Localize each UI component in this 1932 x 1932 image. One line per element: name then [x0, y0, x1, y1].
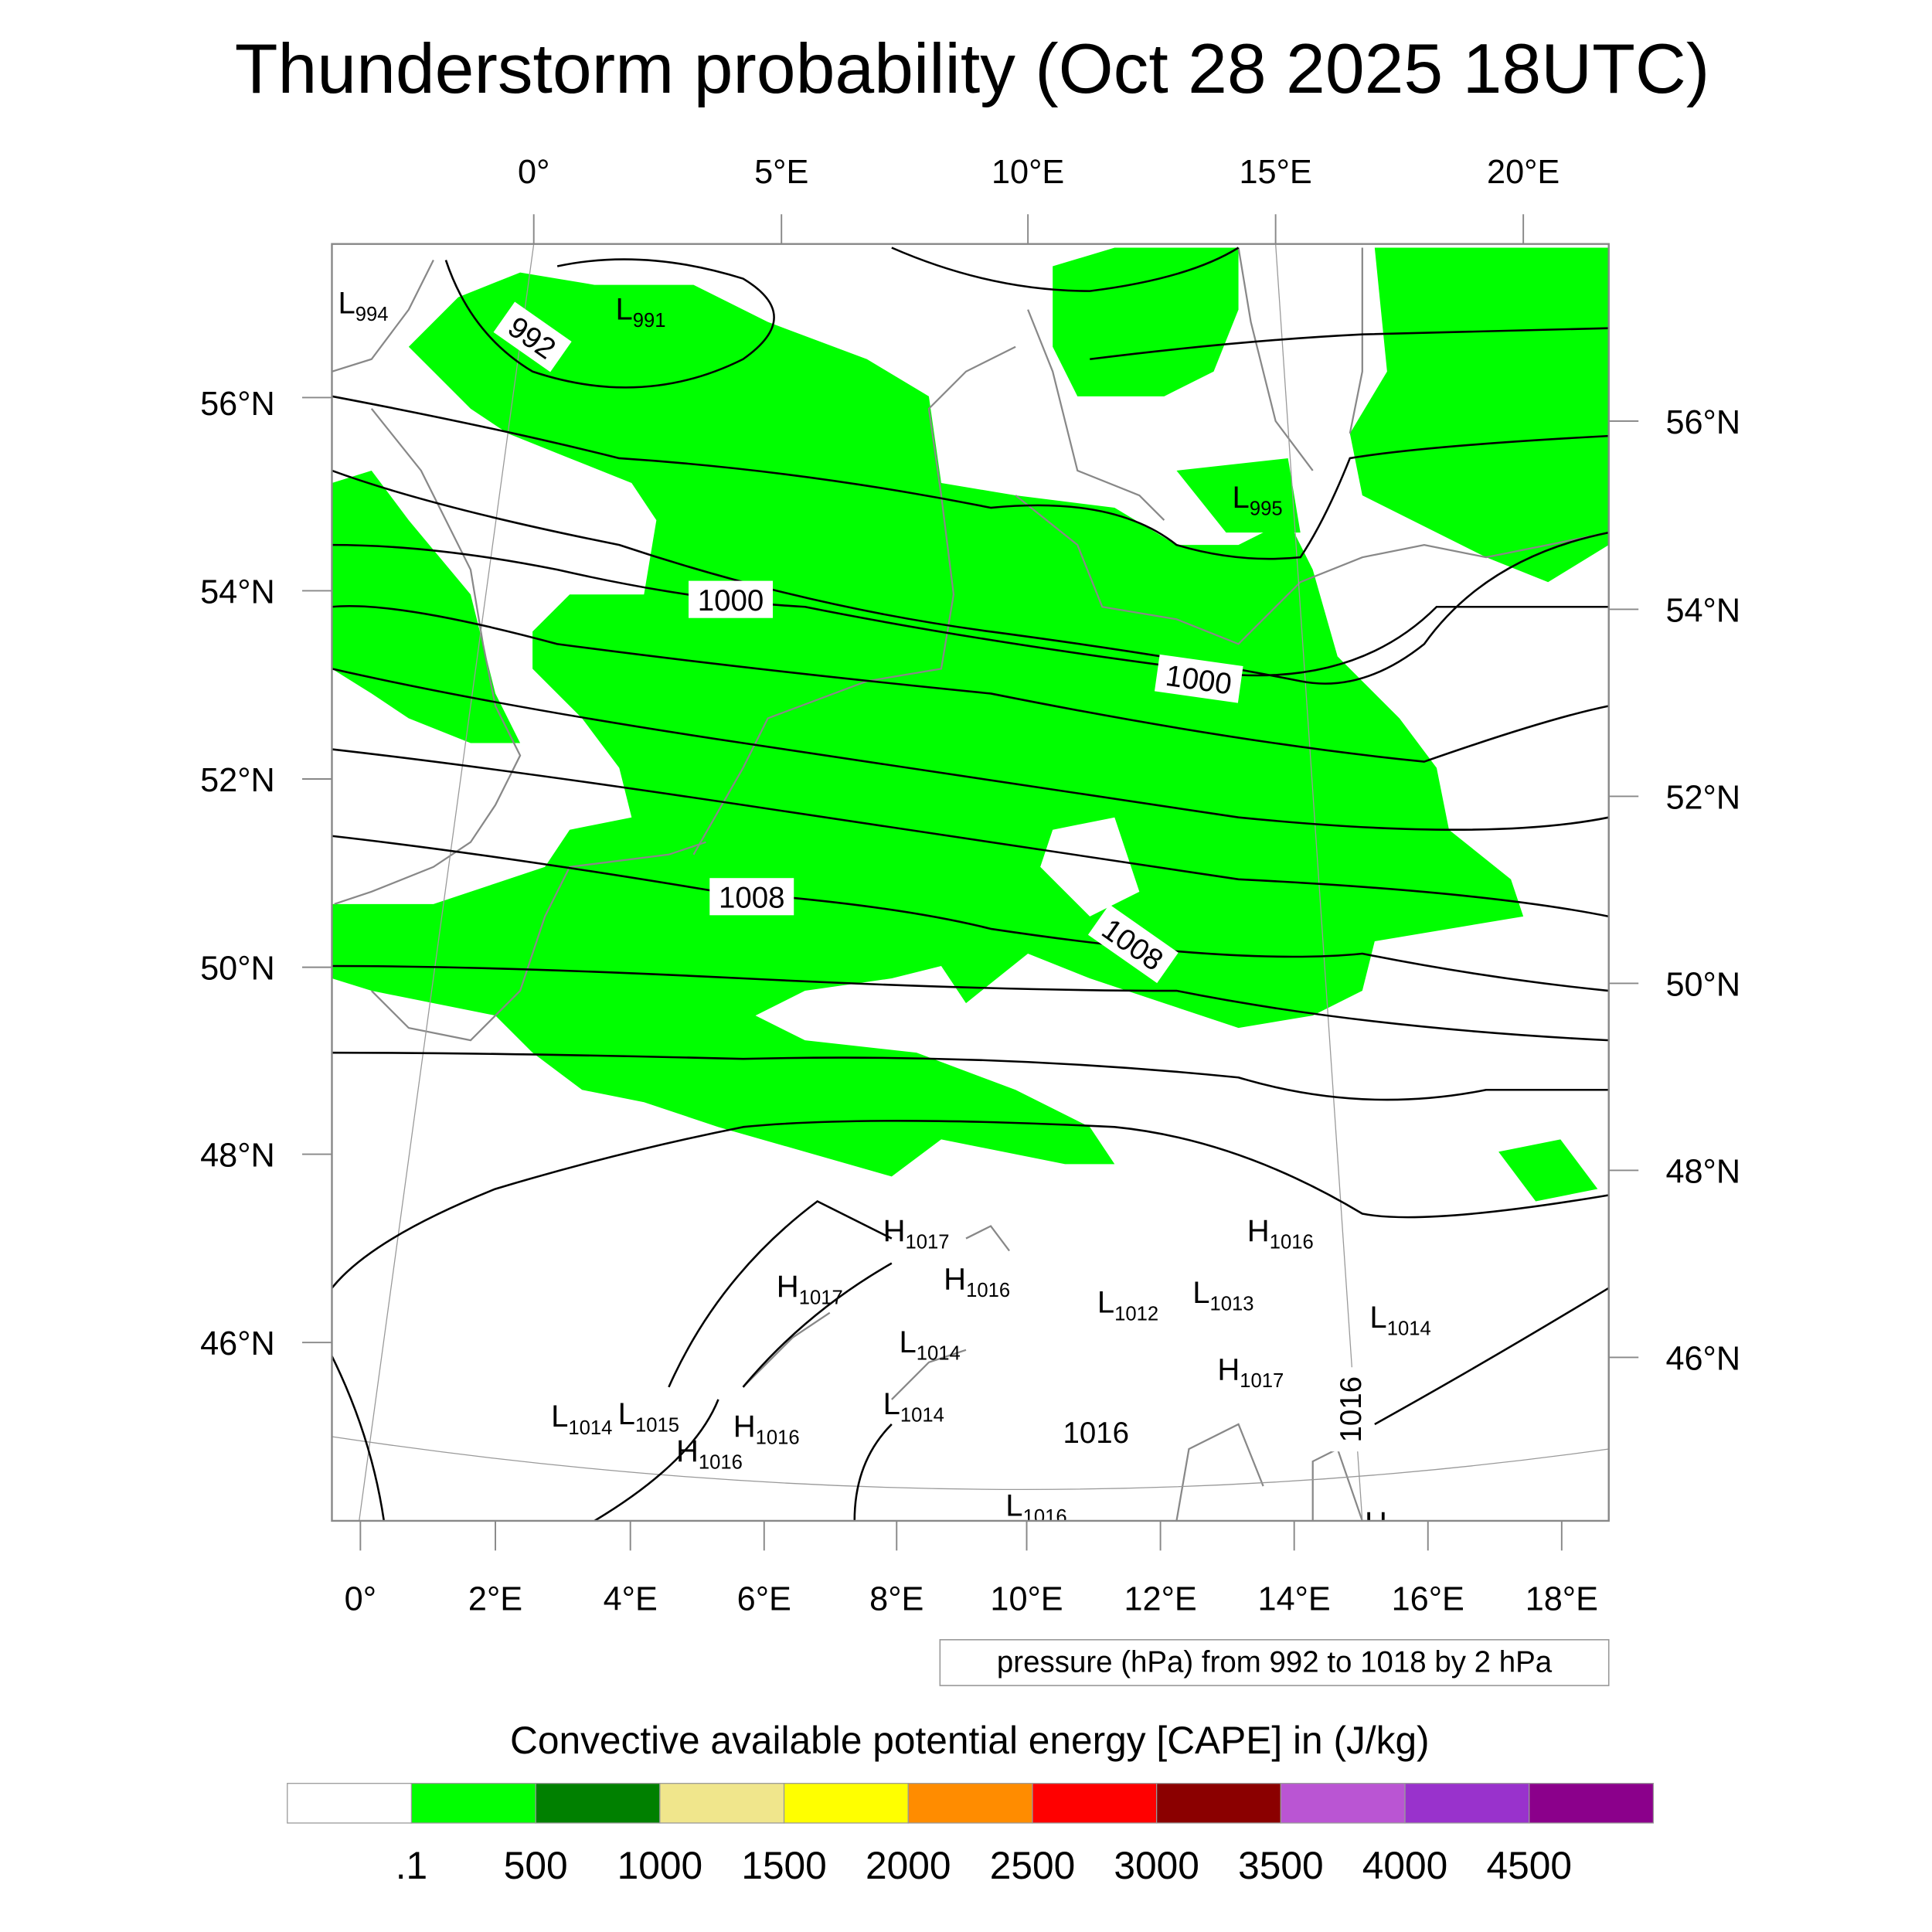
bottom-tick-label: 8°E [869, 1580, 923, 1617]
isobars [332, 247, 1609, 1521]
left-tick-label: 54°N [200, 573, 275, 611]
pressure-center: H [1365, 1506, 1387, 1540]
top-axis-labels: 0° 5°E 10°E 15°E 20°E [518, 154, 1560, 191]
left-tick-label: 48°N [200, 1138, 275, 1175]
right-tick-label: 54°N [1665, 592, 1740, 629]
bottom-axis-labels: 0° 2°E 4°E 6°E 8°E 10°E 12°E 14°E 16°E 1… [345, 1580, 1598, 1617]
top-tick-label: 20°E [1487, 154, 1560, 191]
colorbar-swatch [535, 1783, 661, 1824]
pressure-center: H1017 [883, 1214, 950, 1253]
right-tick-label: 50°N [1665, 966, 1740, 1003]
left-axis-labels: 56°N 54°N 52°N 50°N 48°N 46°N [200, 386, 275, 1362]
right-axis-labels: 56°N 54°N 52°N 50°N 48°N 46°N [1665, 404, 1740, 1378]
colorbar-swatch [907, 1783, 1033, 1824]
axis-ticks [302, 214, 1639, 1551]
cape-fill [332, 247, 1609, 1202]
bottom-tick-label: 12°E [1124, 1580, 1196, 1617]
pressure-center: L995 [1233, 481, 1283, 520]
pressure-center: L1015 [618, 1397, 679, 1437]
contour-info-text: pressure (hPa) from 992 to 1018 by 2 hPa [997, 1645, 1553, 1679]
colorbar-swatch [1529, 1783, 1655, 1824]
colorbar-label: 1000 [617, 1844, 702, 1887]
colorbar-swatch [659, 1783, 785, 1824]
pressure-center: H1017 [777, 1270, 843, 1309]
pressure-center: L1014 [883, 1387, 944, 1427]
cape-area-baltic [1349, 247, 1609, 583]
top-tick-label: 15°E [1240, 154, 1312, 191]
bottom-tick-label: 4°E [604, 1580, 658, 1617]
pressure-center: H1016 [733, 1410, 800, 1449]
colorbar-label: 3500 [1238, 1844, 1323, 1887]
bottom-tick-label: 2°E [468, 1580, 522, 1617]
map-frame [331, 243, 1610, 1522]
colorbar-label: 3000 [1114, 1844, 1199, 1887]
contour-label: 1008 [719, 882, 785, 915]
pressure-center: L1012 [1097, 1286, 1158, 1325]
colorbar-swatch [1156, 1783, 1281, 1824]
contour-label: 1016 [1335, 1376, 1368, 1443]
coastlines [332, 247, 1609, 1521]
top-tick-label: 10°E [992, 154, 1064, 191]
colorbar-labels: .1 500 1000 1500 2000 2500 3000 3500 4000 4500 [396, 1844, 1572, 1887]
graticule [332, 243, 1609, 1521]
pressure-center: H1016 [1247, 1214, 1314, 1253]
colorbar-label: 4500 [1486, 1844, 1571, 1887]
top-tick-label: 0° [518, 154, 549, 191]
pressure-center: L1016 [1005, 1489, 1066, 1529]
cape-area-west [332, 470, 521, 743]
cape-area-east [1498, 1139, 1598, 1202]
bottom-tick-label: 0° [345, 1580, 376, 1617]
colorbar-swatch [410, 1783, 536, 1824]
contour-labels: 992 1000 1000 1008 1008 1016 1016 [493, 301, 1369, 1452]
chart-title: Thunderstorm probability (Oct 28 2025 18… [235, 29, 1710, 108]
map-panel: 992 1000 1000 1008 1008 1016 1016 L994 L… [331, 243, 1610, 1540]
colorbar-label: 4000 [1362, 1844, 1447, 1887]
top-tick-label: 5°E [754, 154, 808, 191]
colorbar-swatch [287, 1783, 413, 1824]
pressure-center: H1017 [1217, 1352, 1284, 1392]
pressure-center: H1016 [944, 1262, 1010, 1301]
pressure-center: L1014 [1369, 1301, 1430, 1340]
colorbar-label: .1 [396, 1844, 427, 1887]
colorbar-label: 1500 [741, 1844, 826, 1887]
colorbar-swatch [1404, 1783, 1530, 1824]
left-tick-label: 56°N [200, 386, 275, 423]
right-tick-label: 56°N [1665, 404, 1740, 441]
cape-area-main [332, 272, 1524, 1177]
pressure-center: L1014 [899, 1325, 960, 1365]
colorbar-swatch [1032, 1783, 1158, 1824]
colorbar-label: 2000 [866, 1844, 951, 1887]
cape-area-sweden [1053, 247, 1239, 396]
bottom-tick-label: 16°E [1392, 1580, 1464, 1617]
colorbar-swatch [1280, 1783, 1406, 1824]
pressure-center: L994 [338, 286, 389, 325]
left-tick-label: 50°N [200, 951, 275, 988]
contour-info-box: pressure (hPa) from 992 to 1018 by 2 hPa [939, 1638, 1610, 1686]
right-tick-label: 52°N [1665, 779, 1740, 816]
colorbar-label: 500 [504, 1844, 568, 1887]
colorbar-title: Convective available potential energy [C… [510, 1719, 1430, 1762]
colorbar-swatch [783, 1783, 909, 1824]
bottom-tick-label: 14°E [1258, 1580, 1331, 1617]
pressure-centers: L994 L991 L995 H1017 H1016 H1017 H1016 L… [338, 286, 1431, 1540]
bottom-tick-label: 18°E [1526, 1580, 1598, 1617]
bottom-tick-label: 10°E [990, 1580, 1063, 1617]
contour-label: 1000 [698, 584, 764, 617]
cape-area-small [1176, 457, 1301, 533]
pressure-center: L991 [615, 292, 665, 332]
left-tick-label: 52°N [200, 762, 275, 799]
pressure-center: L1013 [1192, 1276, 1253, 1315]
right-tick-label: 46°N [1665, 1340, 1740, 1377]
colorbar [287, 1783, 1655, 1824]
pressure-center: L1014 [551, 1400, 612, 1439]
pressure-center: H1016 [676, 1434, 743, 1474]
right-tick-label: 48°N [1665, 1153, 1740, 1190]
colorbar-label: 2500 [990, 1844, 1075, 1887]
left-tick-label: 46°N [200, 1325, 275, 1362]
bottom-tick-label: 6°E [737, 1580, 791, 1617]
contour-label: 1016 [1063, 1417, 1129, 1450]
